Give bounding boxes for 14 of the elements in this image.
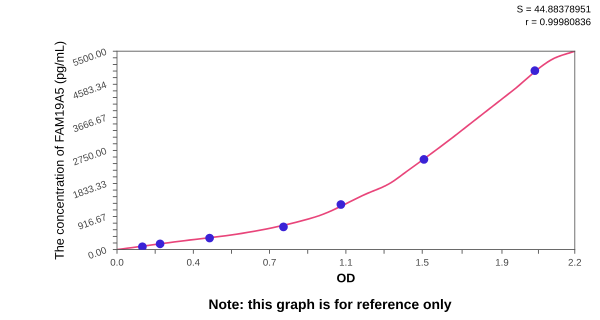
text: S = 44.88378951	[517, 6, 591, 12]
x-tick-label: 1.9	[496, 258, 508, 266]
y-axis-title: The concentration of FAM19A5 (pg/mL)	[54, 42, 66, 260]
text: r = 0.99980836	[526, 18, 591, 26]
y-tick-label: 0.00	[88, 246, 107, 260]
x-tick-label: 0.7	[263, 258, 276, 266]
x-tick-label: 0.4	[186, 258, 200, 266]
x-tick-label: 2.2	[568, 258, 582, 266]
x-tick-label: 1.5	[416, 258, 429, 266]
text: Note: this graph is for reference only	[209, 298, 452, 312]
y-tick-label: 916.67	[77, 213, 107, 230]
x-tick-label: 1.1	[340, 258, 352, 266]
x-axis-title: OD	[337, 274, 355, 282]
x-tick-label: 0.0	[110, 258, 124, 266]
